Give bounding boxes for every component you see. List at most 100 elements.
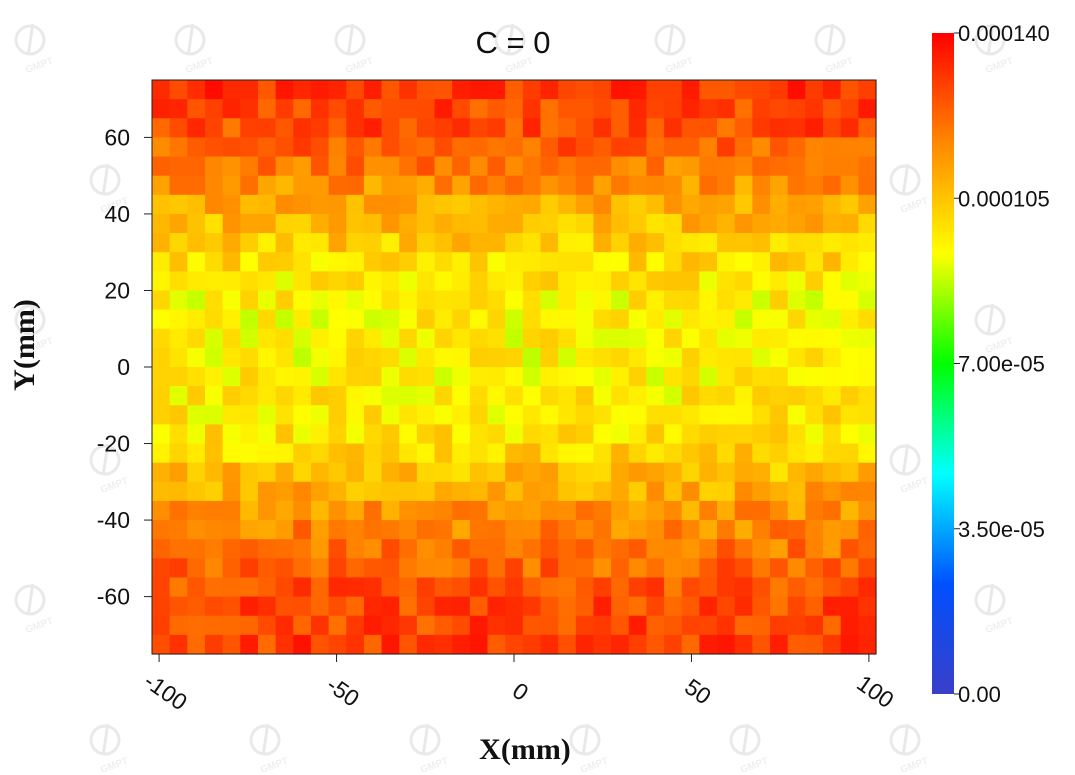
- heatmap-cell: [169, 481, 188, 502]
- heatmap-cell: [858, 634, 877, 655]
- y-tick-label: 0: [117, 354, 130, 380]
- heatmap-cell: [558, 99, 577, 119]
- heatmap-cell: [823, 539, 842, 559]
- heatmap-cell: [699, 596, 718, 617]
- heatmap-cell: [805, 615, 824, 636]
- heatmap-cell: [505, 118, 524, 138]
- heatmap-cell: [152, 80, 171, 100]
- heatmap-cell: [611, 328, 630, 349]
- heatmap-cell: [540, 405, 559, 425]
- heatmap-cell: [240, 634, 259, 655]
- heatmap-cell: [805, 175, 824, 196]
- heatmap-cell: [558, 558, 577, 579]
- heatmap-cell: [152, 443, 171, 464]
- heatmap-cell: [363, 347, 383, 368]
- heatmap-cell: [646, 99, 665, 119]
- heatmap-cell: [257, 443, 277, 464]
- heatmap-cell: [346, 634, 365, 655]
- colorbar-tick-label: 3.50e-05: [958, 517, 1045, 542]
- heatmap-cell: [681, 558, 701, 579]
- watermark-stroke: [986, 303, 995, 334]
- heatmap-cell: [540, 596, 559, 617]
- heatmap-cell: [540, 99, 559, 119]
- heatmap-cell: [664, 347, 683, 368]
- heatmap-cell: [522, 233, 542, 253]
- heatmap-cell: [204, 252, 224, 272]
- heatmap-cell: [770, 405, 789, 425]
- heatmap-cell: [487, 634, 506, 655]
- heatmap-cell: [540, 156, 559, 177]
- heatmap-cell: [628, 271, 648, 292]
- heatmap-cell: [310, 539, 330, 559]
- heatmap-cell: [823, 233, 842, 253]
- watermark-ring: [14, 304, 46, 336]
- watermark-stroke: [666, 23, 675, 54]
- heatmap-cell: [169, 577, 188, 598]
- heatmap-cell: [204, 520, 224, 540]
- heatmap-cell: [593, 252, 612, 272]
- heatmap-cell: [487, 424, 506, 445]
- heatmap-cell: [540, 290, 559, 311]
- heatmap-cell: [540, 367, 559, 387]
- heatmap-cell: [646, 520, 665, 540]
- watermark-ring: [974, 24, 1006, 56]
- heatmap-cell: [611, 137, 630, 158]
- heatmap-cell: [540, 539, 559, 559]
- heatmap-cell: [399, 252, 418, 272]
- heatmap-cell: [240, 118, 259, 138]
- heatmap-cell: [840, 500, 859, 521]
- heatmap-cell: [240, 213, 259, 234]
- heatmap-cell: [664, 80, 683, 100]
- heatmap-cell: [770, 80, 789, 100]
- heatmap-cell: [169, 405, 188, 425]
- heatmap-cell: [169, 99, 188, 119]
- heatmap-cell: [187, 213, 206, 234]
- heatmap-cell: [152, 290, 171, 311]
- heatmap-cell: [505, 290, 524, 311]
- heatmap-cell: [593, 462, 612, 483]
- heatmap-cell: [505, 539, 524, 559]
- heatmap-cell: [204, 577, 224, 598]
- heatmap-cell: [787, 424, 806, 445]
- heatmap-cell: [416, 328, 436, 349]
- heatmap-cell: [469, 80, 489, 100]
- heatmap-cell: [770, 424, 789, 445]
- heatmap-cell: [540, 500, 559, 521]
- heatmap-cell: [187, 443, 206, 464]
- heatmap-cell: [575, 99, 595, 119]
- heatmap-cell: [770, 347, 789, 368]
- heatmap-cell: [664, 309, 683, 330]
- heatmap-cell: [257, 271, 277, 292]
- heatmap-cell: [858, 252, 877, 272]
- heatmap-cell: [540, 615, 559, 636]
- heatmap-cell: [628, 367, 648, 387]
- heatmap-cell: [752, 596, 771, 617]
- heatmap-cell: [752, 118, 771, 138]
- heatmap-cell: [310, 137, 330, 158]
- heatmap-cell: [222, 520, 241, 540]
- y-tick-label: -20: [97, 431, 130, 457]
- heatmap-cell: [575, 156, 595, 177]
- heatmap-cell: [257, 424, 277, 445]
- heatmap-cell: [558, 520, 577, 540]
- heatmap-cell: [628, 233, 648, 253]
- heatmap-cell: [399, 520, 418, 540]
- heatmap-cell: [240, 233, 259, 253]
- heatmap-cell: [240, 80, 259, 100]
- heatmap-cell: [823, 405, 842, 425]
- heatmap-cell: [717, 156, 736, 177]
- heatmap-cell: [840, 213, 859, 234]
- heatmap-cell: [787, 175, 806, 196]
- heatmap-cell: [558, 271, 577, 292]
- heatmap-cell: [434, 99, 453, 119]
- heatmap-cell: [575, 271, 595, 292]
- heatmap-cell: [222, 577, 241, 598]
- heatmap-cell: [611, 290, 630, 311]
- heatmap-cell: [752, 252, 771, 272]
- heatmap-cell: [840, 481, 859, 502]
- heatmap-cell: [487, 577, 506, 598]
- heatmap-cell: [346, 367, 365, 387]
- watermark-logo: GMPT: [569, 723, 610, 775]
- heatmap-cell: [152, 634, 171, 655]
- heatmap-cell: [858, 577, 877, 598]
